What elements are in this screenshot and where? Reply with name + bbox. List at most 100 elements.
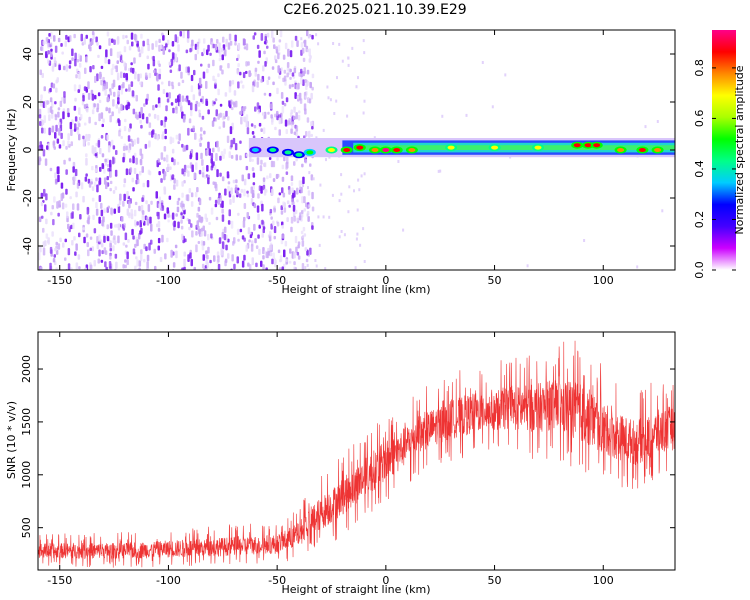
noise-cell (93, 228, 97, 234)
x-tick-label: 0 (382, 574, 389, 587)
noise-cell (146, 254, 150, 262)
noise-cell (120, 71, 123, 79)
noise-cell (97, 92, 101, 97)
noise-cell (261, 233, 264, 238)
noise-cell (235, 190, 239, 196)
noise-cell (54, 178, 58, 185)
noise-cell (239, 228, 243, 233)
noise-cell (177, 82, 181, 87)
noise-cell (359, 243, 362, 247)
noise-cell (200, 216, 204, 222)
noise-cell (78, 133, 81, 141)
noise-cell (141, 46, 144, 54)
noise-cell (103, 208, 106, 213)
noise-cell (147, 63, 150, 70)
noise-cell (308, 171, 311, 175)
noise-cell (82, 135, 85, 140)
noise-cell (224, 188, 227, 196)
noise-cell (174, 98, 178, 103)
noise-cell (131, 228, 134, 236)
noise-cell (262, 65, 265, 72)
noise-cell (109, 159, 112, 168)
noise-cell (201, 159, 204, 166)
noise-cell (297, 241, 301, 246)
noise-cell (262, 264, 265, 270)
noise-cell (311, 34, 314, 40)
noise-cell (357, 178, 360, 182)
noise-cell (157, 245, 160, 251)
noise-cell (214, 78, 217, 85)
noise-cell (49, 167, 53, 172)
noise-cell (131, 140, 134, 147)
noise-cell (103, 247, 107, 254)
noise-cell (145, 246, 148, 252)
noise-cell (269, 231, 272, 237)
noise-cell (263, 41, 267, 45)
noise-cell (331, 193, 334, 197)
noise-cell (306, 117, 310, 123)
noise-cell (306, 263, 309, 267)
noise-cell (91, 109, 95, 115)
noise-cell (71, 48, 74, 57)
noise-cell (203, 267, 206, 270)
noise-cell (216, 169, 219, 178)
noise-cell (318, 243, 321, 247)
noise-cell (55, 241, 58, 246)
noise-cell (78, 232, 81, 238)
noise-cell (241, 84, 245, 89)
noise-cell (274, 113, 277, 118)
noise-cell (130, 32, 134, 40)
noise-cell (160, 44, 163, 50)
noise-cell (77, 89, 80, 93)
noise-cell (187, 100, 191, 106)
noise-cell (190, 85, 194, 93)
noise-cell (289, 248, 292, 254)
noise-cell (109, 91, 113, 96)
noise-cell (183, 258, 186, 267)
noise-cell (199, 142, 202, 147)
noise-cell (124, 264, 127, 269)
noise-cell (143, 258, 146, 263)
noise-cell (239, 71, 242, 76)
noise-cell (87, 81, 90, 90)
noise-cell (311, 86, 314, 91)
noise-cell (181, 95, 185, 102)
noise-cell (91, 197, 95, 202)
noise-cell (280, 67, 283, 72)
noise-cell (181, 192, 184, 198)
noise-cell (348, 185, 351, 189)
noise-cell (40, 98, 43, 107)
noise-cell (80, 114, 83, 120)
noise-cell (200, 231, 203, 237)
noise-cell (261, 203, 264, 212)
noise-cell (307, 190, 311, 196)
noise-cell (271, 118, 274, 125)
noise-cell (107, 59, 111, 65)
noise-cell (142, 182, 145, 188)
noise-cell (175, 134, 179, 140)
noise-cell (481, 61, 484, 64)
noise-cell (98, 195, 102, 202)
noise-cell (104, 56, 107, 64)
noise-cell (262, 127, 266, 134)
noise-cell (251, 167, 255, 172)
noise-cell (171, 174, 175, 180)
noise-cell (322, 215, 325, 219)
noise-cell (277, 65, 280, 73)
noise-cell (184, 98, 187, 102)
noise-cell (103, 83, 106, 90)
noise-cell (254, 67, 258, 72)
noise-cell (103, 177, 107, 185)
noise-cell (137, 46, 141, 52)
noise-cell (210, 233, 213, 239)
noise-cell (158, 38, 161, 43)
noise-cell (43, 188, 46, 197)
noise-cell (50, 48, 53, 52)
noise-cell (118, 85, 121, 91)
noise-cell (230, 99, 233, 105)
noise-cell (44, 158, 48, 166)
noise-cell (324, 267, 327, 270)
noise-cell (129, 123, 132, 129)
signal-peak-core (534, 145, 542, 150)
noise-cell (156, 77, 159, 82)
